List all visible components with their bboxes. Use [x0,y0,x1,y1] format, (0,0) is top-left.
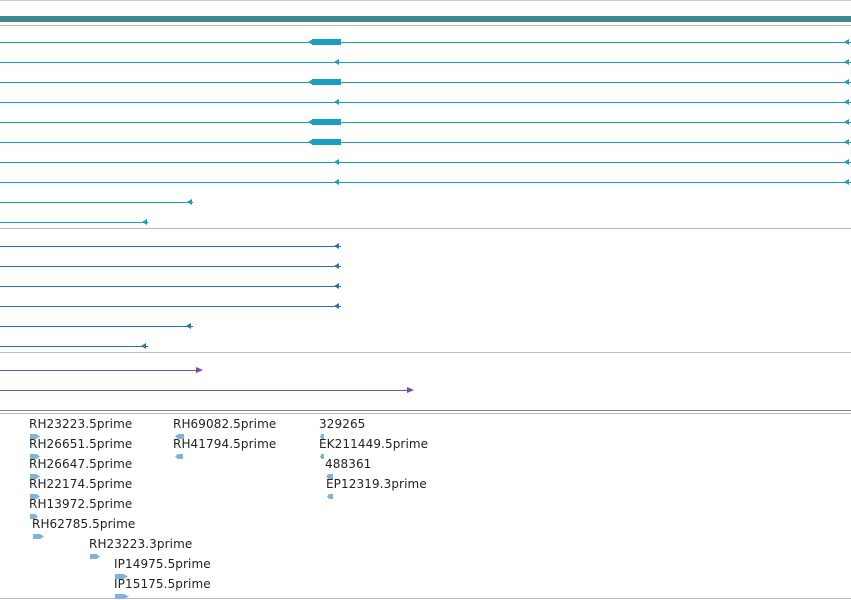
transcript-end-arrow-icon [142,219,147,225]
est-label[interactable]: RH22174.5prime [29,477,133,491]
exon-start-arrow-icon [308,119,313,125]
rna-row-1[interactable] [0,370,201,371]
protein-row-3[interactable] [0,286,341,287]
transcript-track-divider [0,228,851,229]
est-label[interactable]: 488361 [325,457,372,471]
transcript-row-8[interactable] [0,182,851,183]
transcript-row-6[interactable] [0,142,851,143]
est-label[interactable]: RH41794.5prime [173,437,277,451]
protein-end-arrow-icon [334,263,339,269]
est-forward-arrow-icon[interactable] [30,474,40,479]
rna-end-arrow-icon [196,367,203,373]
exon-start-arrow-icon [308,39,313,45]
est-label[interactable]: EP12319.3prime [326,477,427,491]
transcript-end-arrow-icon [844,119,849,125]
transcript-end-arrow-icon [844,39,849,45]
est-forward-arrow-icon[interactable] [90,554,100,559]
rna-track-divider-2 [0,413,851,414]
est-forward-arrow-icon[interactable] [33,534,44,539]
est-reverse-arrow-icon[interactable] [320,454,324,459]
strand-arrow-icon [334,59,339,65]
exon-start-arrow-icon [308,139,313,145]
cds-exon-block[interactable] [312,119,341,125]
est-label[interactable]: RH62785.5prime [32,517,136,531]
transcript-end-arrow-icon [844,159,849,165]
protein-row-1[interactable] [0,246,341,247]
protein-row-5[interactable] [0,326,193,327]
est-label[interactable]: IP14975.5prime [114,557,211,571]
transcript-row-9[interactable] [0,202,193,203]
est-label[interactable]: RH26651.5prime [29,437,133,451]
transcript-end-arrow-icon [844,139,849,145]
transcript-row-10[interactable] [0,222,148,223]
bottom-border [0,598,851,599]
est-forward-arrow-icon[interactable] [30,514,38,519]
est-label[interactable]: 329265 [319,417,366,431]
transcript-row-5[interactable] [0,122,851,123]
cds-exon-block[interactable] [312,139,341,145]
gene-span-band[interactable] [0,16,851,22]
est-label[interactable]: RH69082.5prime [173,417,277,431]
strand-arrow-icon [334,159,339,165]
est-forward-arrow-icon[interactable] [30,454,40,459]
est-label[interactable]: RH23223.3prime [89,537,193,551]
protein-end-arrow-icon [186,323,191,329]
est-label[interactable]: IP15175.5prime [114,577,211,591]
rna-track-divider [0,410,851,411]
est-reverse-arrow-icon[interactable] [326,474,333,479]
protein-end-arrow-icon [334,283,339,289]
protein-end-arrow-icon [334,303,339,309]
protein-row-4[interactable] [0,306,341,307]
est-label[interactable]: RH13972.5prime [29,497,133,511]
est-forward-arrow-icon[interactable] [115,594,129,599]
est-reverse-arrow-icon[interactable] [327,494,333,499]
rna-row-2[interactable] [0,390,412,391]
est-reverse-arrow-icon[interactable] [320,434,324,439]
est-forward-arrow-icon[interactable] [30,494,40,499]
protein-track-divider [0,352,851,353]
gene-track-divider [0,25,851,26]
transcript-end-arrow-icon [844,179,849,185]
transcript-end-arrow-icon [187,199,192,205]
top-border [0,0,851,1]
exon-start-arrow-icon [308,79,313,85]
protein-end-arrow-icon [334,243,339,249]
est-forward-arrow-icon[interactable] [115,574,128,579]
est-reverse-arrow-icon[interactable] [175,454,183,459]
transcript-row-1[interactable] [0,42,851,43]
rna-end-arrow-icon [407,387,414,393]
strand-arrow-icon [334,179,339,185]
protein-row-6[interactable] [0,346,148,347]
transcript-end-arrow-icon [844,79,849,85]
est-forward-arrow-icon[interactable] [30,434,40,439]
transcript-end-arrow-icon [844,99,849,105]
transcript-end-arrow-icon [844,59,849,65]
transcript-row-3[interactable] [0,82,851,83]
protein-row-2[interactable] [0,266,341,267]
est-label[interactable]: RH23223.5prime [29,417,133,431]
est-label[interactable]: EK211449.5prime [319,437,429,451]
protein-end-arrow-icon [141,343,146,349]
transcript-row-4[interactable] [0,102,851,103]
est-label[interactable]: RH26647.5prime [29,457,133,471]
cds-exon-block[interactable] [312,79,341,85]
cds-exon-block[interactable] [312,39,341,45]
transcript-row-2[interactable] [0,62,851,63]
strand-arrow-icon [334,99,339,105]
est-reverse-arrow-icon[interactable] [175,434,184,439]
transcript-row-7[interactable] [0,162,851,163]
